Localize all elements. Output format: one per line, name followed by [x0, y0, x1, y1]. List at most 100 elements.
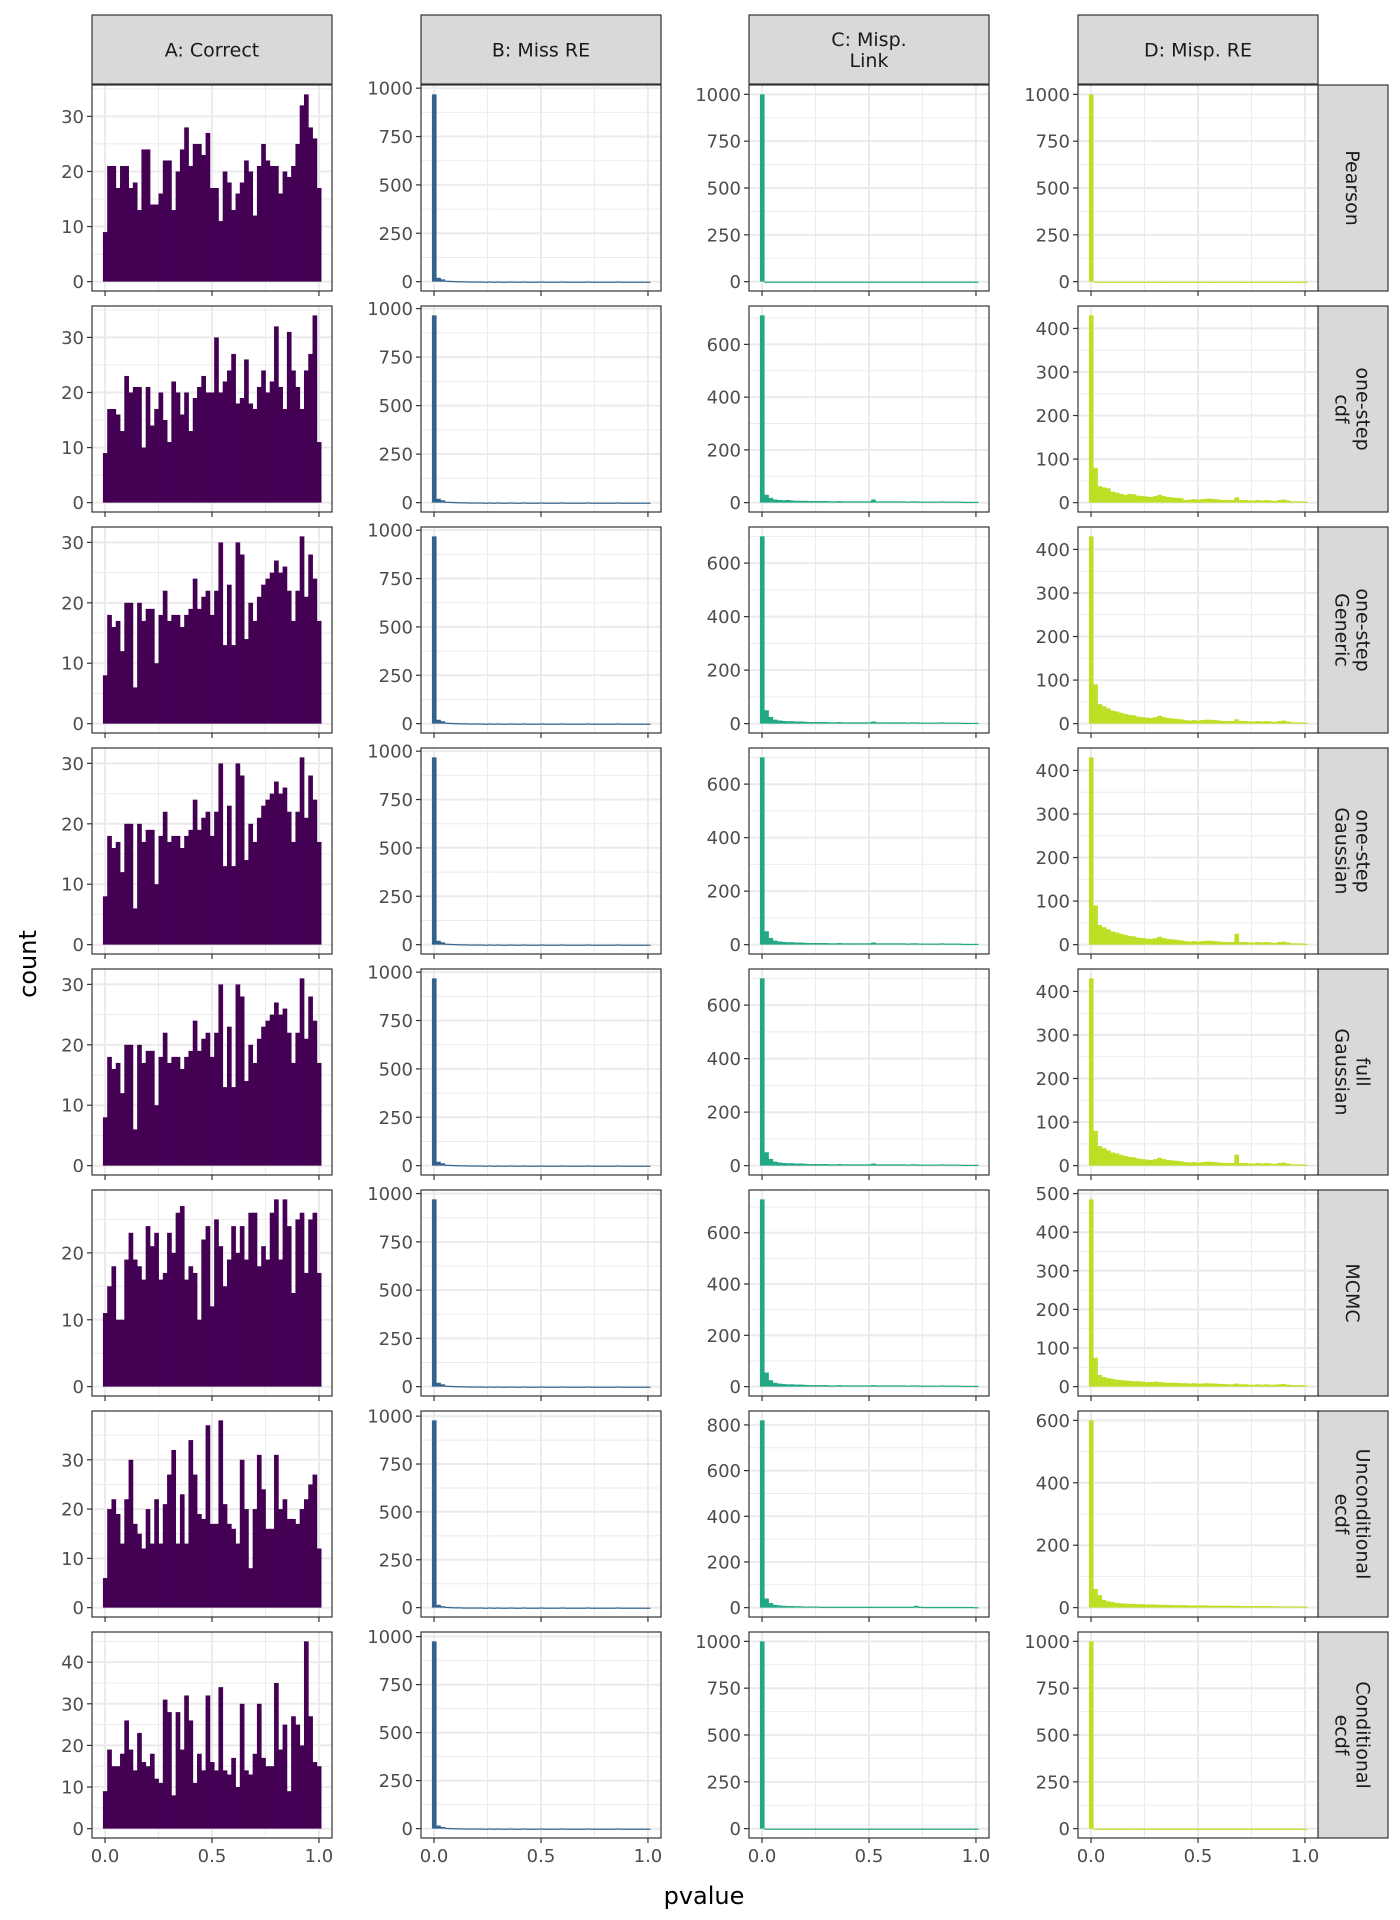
histogram-bar [162, 420, 168, 503]
histogram-bar [896, 501, 902, 503]
histogram-bar [543, 723, 548, 725]
histogram-bar [794, 1163, 799, 1166]
histogram-bar [1123, 1828, 1128, 1830]
histogram-bar [444, 1606, 450, 1609]
histogram-bar [909, 1606, 915, 1608]
histogram-bar [956, 722, 962, 724]
histogram-bar [491, 281, 497, 283]
histogram-bar [483, 1828, 488, 1830]
histogram-bar [226, 1026, 232, 1166]
histogram-bar [316, 841, 322, 945]
histogram-bar [478, 944, 484, 946]
histogram-bar [1268, 500, 1274, 503]
histogram-bar [188, 1720, 194, 1829]
histogram-bar [1170, 1605, 1175, 1608]
histogram-bar [1208, 281, 1214, 283]
y-tick-label: 200 [707, 661, 741, 682]
histogram-bar [1191, 941, 1197, 945]
histogram-bar [1135, 1381, 1141, 1387]
histogram-bar [470, 1828, 476, 1830]
histogram-bar [248, 823, 254, 945]
histogram-bar [1268, 281, 1274, 283]
histogram-bar [1093, 905, 1098, 945]
histogram-bar [607, 1828, 612, 1830]
histogram-bar [1153, 1381, 1158, 1387]
histogram-bar [167, 442, 172, 503]
histogram-bar [909, 1164, 915, 1166]
histogram-bar [832, 1606, 838, 1608]
histogram-bar [1212, 1383, 1218, 1387]
histogram-bar [1135, 1604, 1141, 1608]
histogram-bar [879, 501, 885, 503]
histogram-bar [1217, 281, 1222, 283]
histogram-bar [1221, 281, 1227, 283]
histogram-bar [214, 590, 219, 724]
histogram-bar [179, 149, 185, 282]
histogram-bar [1088, 1199, 1094, 1387]
histogram-bar [841, 281, 846, 283]
y-tick-label: 0 [1059, 272, 1070, 293]
histogram-bar [973, 501, 979, 504]
histogram-bar [137, 210, 142, 282]
y-tick-label: 500 [379, 1281, 413, 1302]
histogram-bar [120, 165, 125, 282]
histogram-bar [137, 602, 142, 724]
histogram-bar [777, 1162, 782, 1166]
histogram-bar [184, 1056, 189, 1166]
histogram-bar [577, 502, 583, 504]
histogram-bar [132, 908, 138, 945]
histogram-bar [440, 1606, 446, 1608]
histogram-bar [892, 722, 898, 724]
histogram-bar [909, 943, 915, 945]
histogram-bar [1298, 1828, 1304, 1830]
histogram-bar [802, 500, 808, 503]
histogram-bar [547, 1828, 553, 1830]
histogram-bar [115, 620, 121, 724]
histogram-bar [892, 281, 898, 283]
histogram-bar [598, 281, 604, 283]
histogram-bar [1170, 1828, 1175, 1830]
y-tick-label: 100 [1036, 1339, 1070, 1360]
histogram-bar [615, 944, 621, 946]
histogram-bar [1110, 931, 1115, 945]
histogram-bar [504, 944, 510, 946]
histogram-bar [1114, 492, 1120, 503]
histogram-bar [154, 663, 159, 724]
histogram-bar [436, 498, 441, 503]
histogram-bar [235, 1543, 241, 1608]
histogram-bar [461, 723, 467, 725]
histogram-bar [496, 502, 501, 504]
histogram-bar [1144, 281, 1150, 283]
histogram-bar [952, 501, 958, 503]
histogram-bar [1140, 717, 1145, 724]
histogram-bar [815, 1385, 821, 1387]
histogram-bar [1298, 1385, 1304, 1387]
histogram-bar [162, 1032, 168, 1166]
y-tick-label: 20 [61, 383, 84, 404]
histogram-bar [1135, 937, 1141, 945]
histogram-bar [1088, 1420, 1094, 1608]
histogram-bar [819, 501, 825, 503]
histogram-bar [632, 1828, 638, 1830]
histogram-bar [952, 722, 958, 724]
histogram-bar [1221, 942, 1227, 945]
histogram-bar [1195, 1828, 1201, 1830]
histogram-bar [1195, 499, 1201, 503]
histogram-bar [513, 281, 518, 283]
histogram-bar [102, 232, 108, 282]
y-tick-label: 200 [707, 1103, 741, 1124]
histogram-bar [939, 1606, 945, 1609]
histogram-bar [888, 1606, 893, 1608]
histogram-bar [965, 1385, 970, 1388]
histogram-bar [1088, 757, 1094, 945]
histogram-bar [935, 1828, 940, 1830]
histogram-bar [1183, 1383, 1188, 1387]
histogram-bar [922, 943, 928, 945]
histogram-bar [960, 501, 966, 504]
histogram-bar [969, 722, 975, 725]
histogram-bar [811, 1385, 816, 1387]
histogram-bar [1260, 1163, 1265, 1166]
histogram-bar [815, 1606, 821, 1608]
